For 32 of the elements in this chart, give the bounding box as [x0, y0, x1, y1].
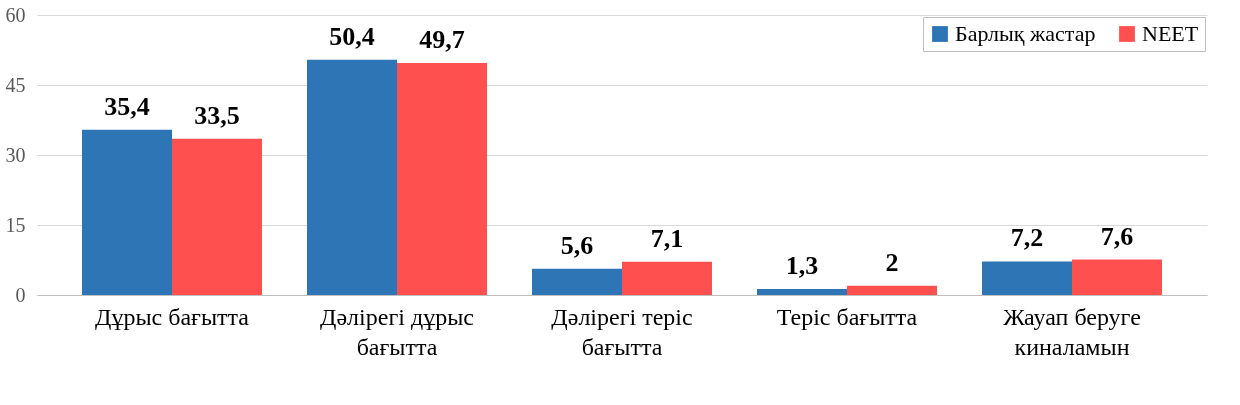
legend-label: Барлық жастар [955, 21, 1096, 46]
data-label: 33,5 [194, 100, 240, 130]
y-tick-label: 15 [5, 213, 26, 236]
x-tick-label: Дәлірегі дұрыс бағытта [320, 303, 474, 360]
bar [397, 63, 487, 295]
bar [1072, 259, 1162, 295]
data-label: 1,3 [785, 250, 819, 280]
x-tick-label: Жауап беруге киналамын [1003, 303, 1141, 360]
data-label: 7,1 [650, 223, 684, 253]
y-tick-label: 30 [5, 143, 26, 166]
data-label: 50,4 [329, 21, 375, 51]
y-tick-label: 45 [5, 73, 26, 96]
bar [307, 59, 397, 295]
data-label: 5,6 [560, 230, 594, 260]
bar [982, 261, 1072, 295]
data-label: 2 [885, 247, 899, 277]
x-tick-label: Теріс бағытта [776, 303, 918, 330]
y-tick-label: 0 [15, 283, 26, 306]
bar [622, 261, 712, 295]
bar [82, 129, 172, 295]
bar [172, 138, 262, 295]
y-tick-label: 60 [5, 3, 26, 26]
data-label: 7,2 [1010, 223, 1044, 253]
bar [757, 288, 847, 295]
bar [847, 285, 937, 295]
legend-label: NEET [1142, 21, 1199, 46]
data-label: 35,4 [104, 91, 150, 121]
x-tick-label: Дұрыс бағытта [95, 303, 250, 330]
data-label: 7,6 [1100, 221, 1134, 251]
bar [532, 268, 622, 295]
data-label: 49,7 [419, 25, 465, 55]
x-tick-label: Дәлірегі теріс бағытта [551, 303, 693, 360]
